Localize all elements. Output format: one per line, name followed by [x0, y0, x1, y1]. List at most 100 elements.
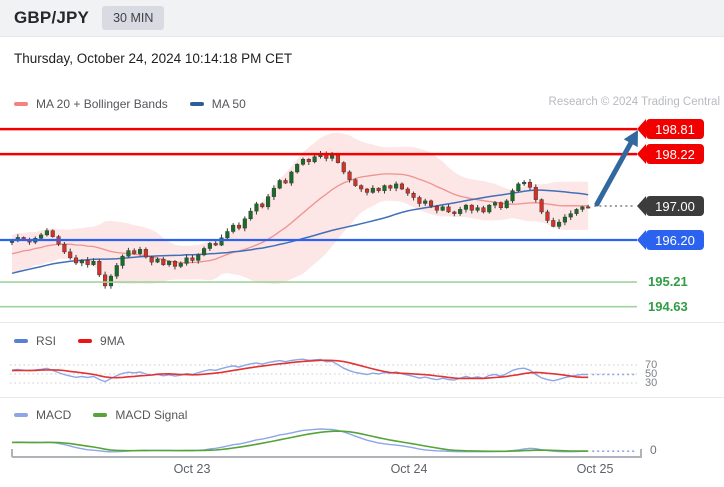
price-legend-ma50: MA 50 [189, 97, 246, 111]
candle-down [347, 171, 352, 180]
candle-down [586, 206, 591, 209]
candle-down [364, 188, 370, 193]
candle-up [271, 187, 276, 197]
candle-down [149, 256, 154, 263]
candle-down [103, 274, 108, 287]
candle-up [242, 218, 247, 229]
candle-up [516, 183, 521, 191]
macd-legend-macd: MACD [14, 408, 71, 422]
candle-up [574, 209, 579, 214]
macd-legend-signal: MACD Signal [93, 408, 187, 422]
header-bar: GBP/JPY 30 MIN [0, 0, 724, 37]
candle-up [44, 230, 49, 236]
rsi-9ma-line [11, 359, 589, 380]
candle-up [423, 200, 428, 204]
xaxis-label-oct-25: Oct 25 [576, 462, 614, 476]
candle-down [533, 187, 538, 200]
candle-down [306, 159, 311, 163]
candle-up [312, 156, 317, 163]
candle-up [114, 265, 119, 277]
candle-down [97, 261, 102, 276]
candle-up [155, 258, 160, 263]
candle-down [411, 193, 416, 198]
candle-up [219, 237, 224, 246]
candle-down [376, 187, 381, 191]
candle-down [190, 257, 195, 261]
candle-down [172, 261, 178, 267]
candle-down [399, 183, 404, 190]
candle-down [283, 180, 288, 184]
rsi-line [11, 358, 589, 383]
candle-up [440, 206, 445, 211]
candle-up [91, 261, 96, 265]
interval-badge: 30 MIN [102, 6, 165, 30]
candle-down [62, 244, 67, 253]
candle-up [300, 159, 306, 165]
candle-down [161, 258, 166, 265]
candle-up [225, 231, 230, 239]
ma20-swatch-icon [14, 102, 28, 106]
candle-up [167, 261, 172, 265]
candle-up [108, 275, 113, 287]
candle-down [539, 199, 544, 213]
candle-up [266, 196, 271, 208]
candle-down [353, 179, 358, 186]
macd-swatch-icon [14, 413, 28, 417]
date-line: Thursday, October 24, 2024 10:14:18 PM C… [14, 51, 293, 66]
ma20-line [11, 173, 589, 264]
candle-up [207, 243, 212, 249]
candle-up [295, 164, 300, 173]
candle-up [458, 209, 463, 214]
candle-up [522, 181, 527, 185]
candle-down [481, 207, 486, 213]
ma50-swatch-icon [189, 102, 204, 106]
rsi-legend: RSI 9MA [14, 334, 147, 348]
candle-up [557, 221, 562, 227]
candle-up [394, 183, 399, 189]
candle-down [428, 200, 434, 207]
macd-signal-line [11, 430, 589, 453]
candle-up [277, 180, 282, 189]
candle-up [330, 154, 335, 159]
candle-up [9, 240, 15, 243]
candle-up [580, 206, 585, 210]
candle-up [475, 207, 480, 211]
rsi-9ma-swatch-icon [78, 339, 93, 343]
candle-up [39, 234, 44, 239]
rsi-9ma-label: 9MA [100, 334, 125, 348]
symbol-title: GBP/JPY [14, 8, 90, 27]
candle-up [370, 187, 375, 193]
candle-down [405, 188, 410, 194]
candle-down [452, 211, 457, 214]
candle-down [50, 230, 55, 237]
candle-down [434, 205, 439, 211]
rsi-legend-9ma: 9MA [78, 334, 125, 348]
macd-signal-swatch-icon [93, 413, 108, 417]
candle-up [231, 224, 236, 232]
projection-arrow-shaft [594, 140, 634, 207]
bollinger-band [12, 132, 589, 284]
research-watermark: Research © 2024 Trading Central [548, 96, 720, 108]
candle-up [126, 250, 131, 257]
candle-up [504, 200, 509, 208]
macd-label: MACD [36, 408, 72, 422]
rsi-label: RSI [36, 334, 57, 348]
candle-up [184, 257, 189, 264]
candle-up [510, 190, 515, 202]
candle-up [568, 213, 573, 218]
candle-down [527, 181, 533, 188]
macd-signal-label: MACD Signal [115, 408, 188, 422]
chart-canvas [0, 127, 724, 458]
candle-up [382, 185, 387, 191]
candle-down [335, 154, 340, 163]
candle-up [289, 171, 294, 184]
xaxis-label-oct-24: Oct 24 [390, 462, 428, 476]
rsi-swatch-icon [14, 339, 28, 343]
projection-arrow-head-icon [623, 130, 638, 148]
price-legend: MA 20 + Bollinger Bands MA 50 [14, 97, 268, 111]
candle-up [254, 203, 259, 212]
candle-down [388, 185, 393, 189]
candle-down [545, 211, 550, 221]
candle-up [120, 255, 125, 266]
